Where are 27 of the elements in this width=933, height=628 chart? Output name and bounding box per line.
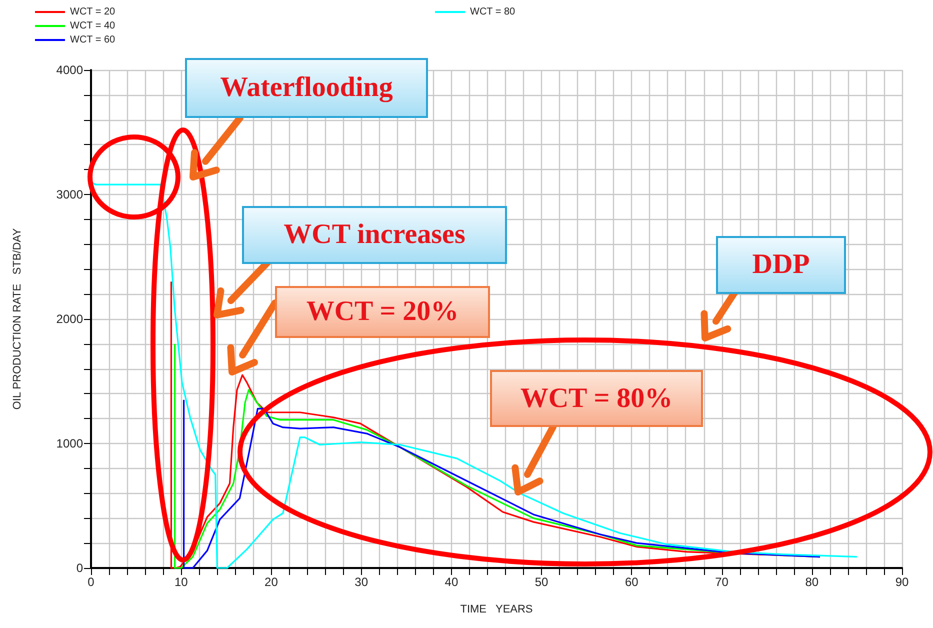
line-series [90,181,858,569]
x-tick-label: 60 [624,575,639,589]
annotation: Waterflooding [185,58,428,118]
annotation: WCT = 80% [490,370,703,427]
y-tick-label: 3000 [56,188,84,202]
x-tick-label: 80 [805,575,819,589]
x-tick-label: 90 [895,575,909,589]
y-tick-label: 0 [76,561,84,575]
legend-label: WCT = 80 [470,6,516,18]
legend-label: WCT = 20 [70,6,116,18]
x-tick-label: 20 [264,575,278,589]
y-tick-label: 2000 [56,312,84,326]
x-tick-label: 10 [174,575,188,589]
y-axis-title: OIL PRODUCTION RATE STB/DAY [12,228,24,410]
y-tick-label: 4000 [56,63,84,77]
x-tick-label: 70 [715,575,729,589]
annotation: WCT increases [242,206,507,264]
x-tick-label: 30 [354,575,368,589]
x-axis-title: TIME YEARS [460,604,533,616]
x-tick-label: 40 [444,575,458,589]
legend-label: WCT = 60 [70,34,116,46]
annotation: DDP [716,236,846,294]
x-tick-label: 50 [534,575,549,589]
annotation: WCT = 20% [275,286,490,338]
x-tick-label: 0 [88,575,95,589]
y-tick-label: 1000 [56,436,84,450]
legend-label: WCT = 40 [70,20,116,32]
